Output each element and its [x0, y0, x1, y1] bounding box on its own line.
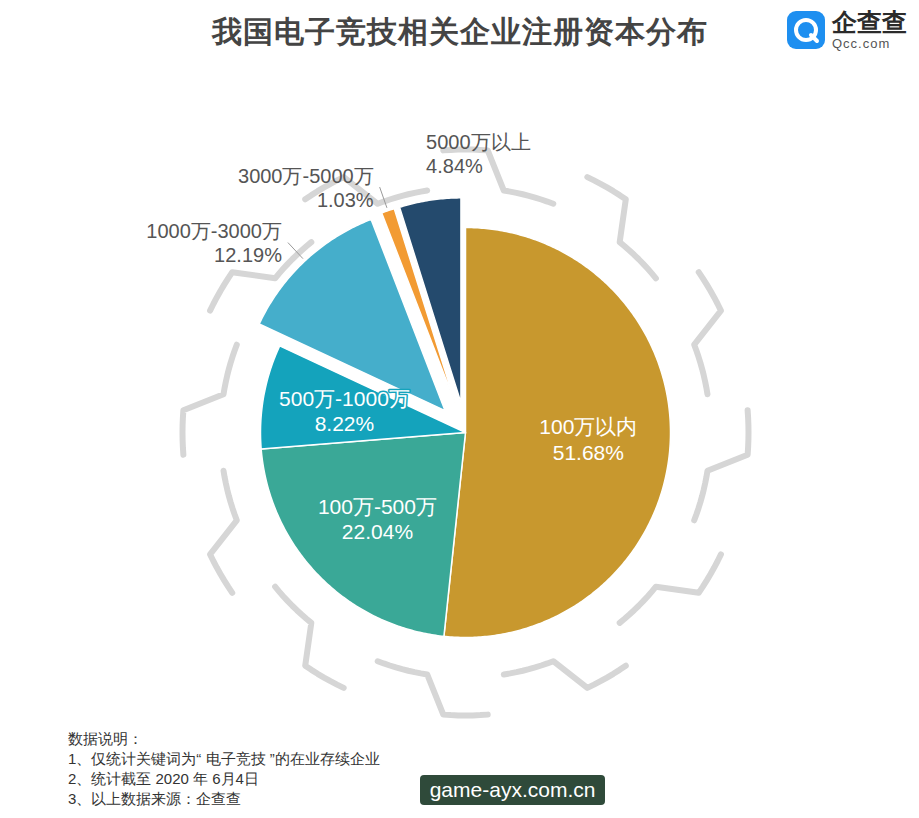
html-text:2、统计截至 2020 年 6月4日: 2、统计截至 2020 年 6月4日: [68, 770, 259, 787]
html-text:数据说明：: 数据说明：: [68, 730, 143, 747]
svg-text:3000万-5000万1.03%: 3000万-5000万1.03%: [238, 165, 374, 211]
svg-text:100万以内51.68%: 100万以内51.68%: [539, 415, 637, 463]
svg-text:1000万-3000万12.19%: 1000万-3000万12.19%: [146, 220, 282, 266]
html-text:1、仅统计关键词为“ 电子竞技 ”的在业存续企业: 1、仅统计关键词为“ 电子竞技 ”的在业存续企业: [68, 750, 380, 767]
svg-text:5000万以上4.84%: 5000万以上4.84%: [426, 131, 531, 177]
svg-text:500万-1000万8.22%: 500万-1000万8.22%: [279, 387, 410, 435]
html-text:企查查: 企查查: [832, 8, 907, 36]
html-text:我国电子竞技相关企业注册资本分布: 我国电子竞技相关企业注册资本分布: [211, 15, 708, 48]
html-text:game-ayx.com.cn: game-ayx.com.cn: [429, 778, 596, 801]
html-text:3、以上数据来源：企查查: 3、以上数据来源：企查查: [68, 790, 242, 807]
html-text:Qcc.com: Qcc.com: [832, 36, 891, 51]
svg-text:100万-500万22.04%: 100万-500万22.04%: [318, 495, 437, 543]
